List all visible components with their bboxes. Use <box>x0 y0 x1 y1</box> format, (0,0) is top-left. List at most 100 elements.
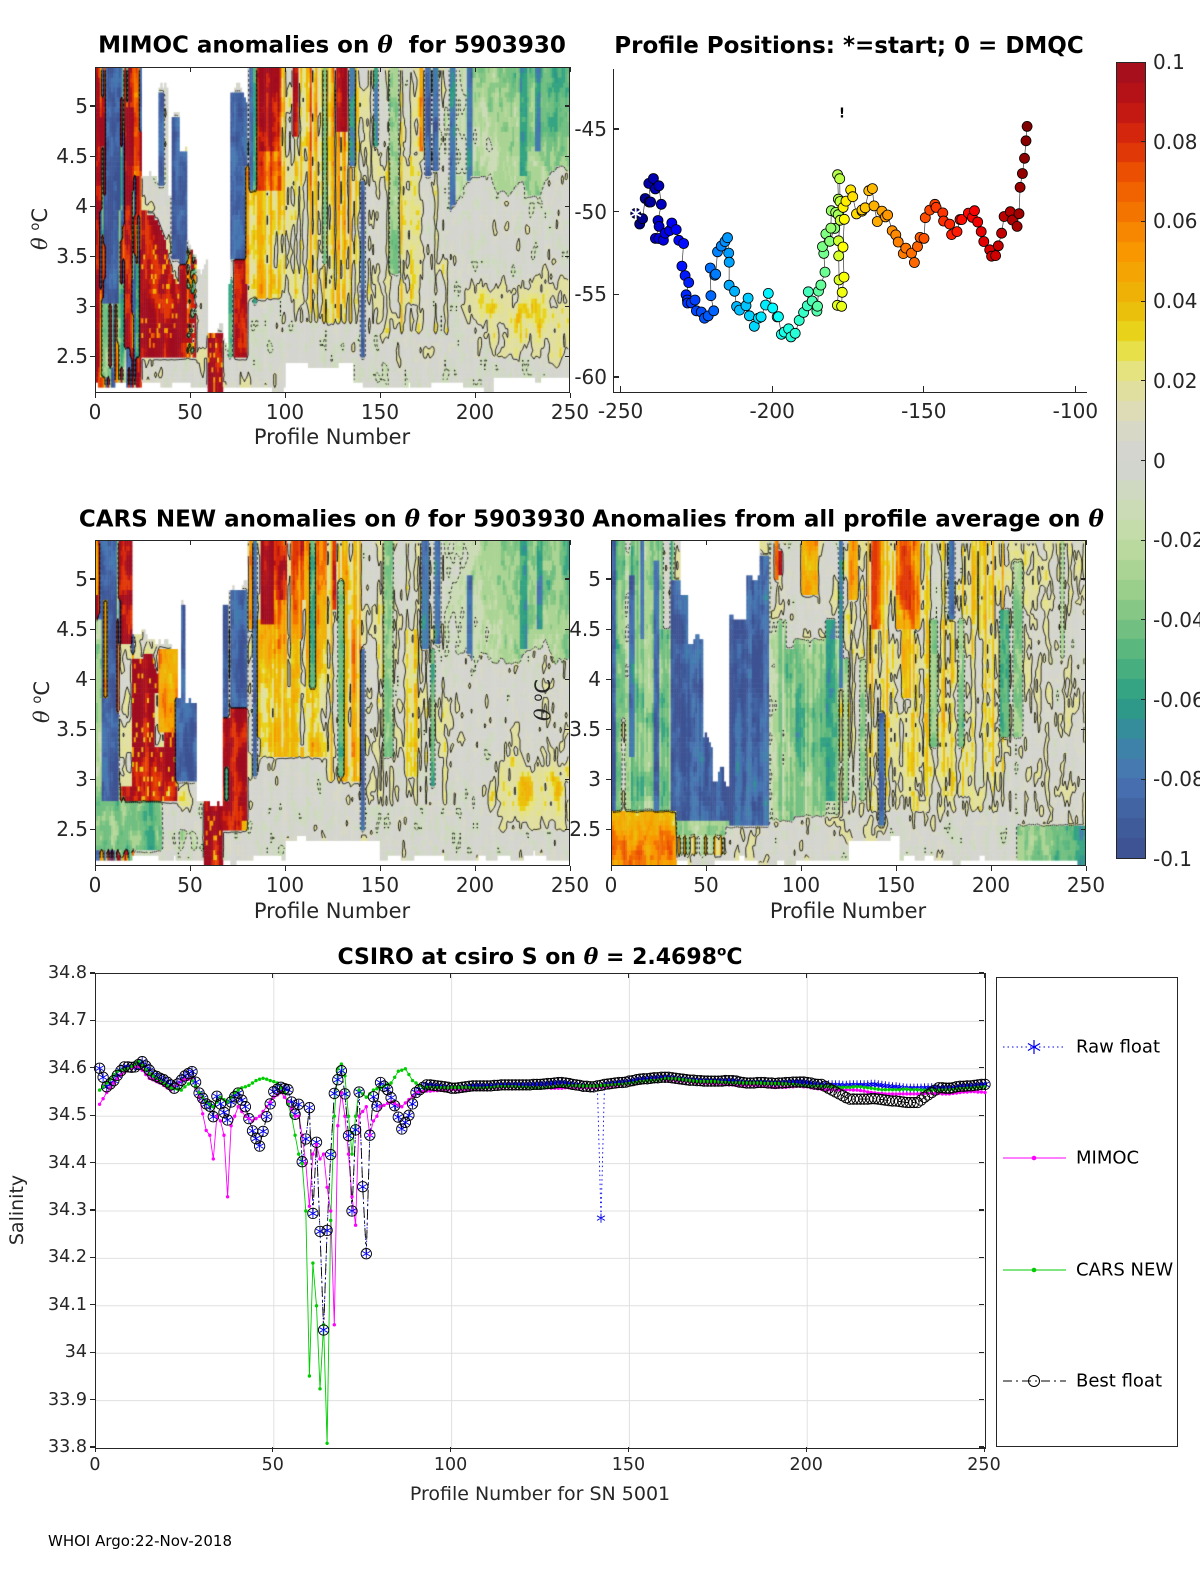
map-x-tick-label: -250 <box>597 399 644 423</box>
salinity-x-tick-label: 0 <box>89 1455 101 1475</box>
profile-position-marker <box>722 232 733 244</box>
profile-position-marker <box>1011 220 1023 232</box>
salinity-xaxis-label: Profile Number for SN 5001 <box>409 1483 671 1505</box>
salinity-x-tick-mark <box>983 1447 985 1452</box>
salinity-y-tick-mark <box>979 1399 984 1401</box>
profile-position-marker <box>789 327 801 339</box>
profile-position-marker <box>705 290 717 302</box>
profile-position-marker <box>683 277 695 288</box>
salinity-y-tick-label: 34.5 <box>48 1105 87 1126</box>
y-tick-label: 4 <box>588 667 601 692</box>
y-tick-label: 3.5 <box>56 244 88 269</box>
salinity-x-tick-mark <box>805 1447 807 1452</box>
profile-position-marker <box>871 216 883 227</box>
x-tick-label: 50 <box>693 873 719 897</box>
x-tick-label: 150 <box>876 873 916 897</box>
profile-position-marker <box>882 209 894 221</box>
salinity-y-tick-mark <box>90 1162 95 1164</box>
profile-position-marker <box>655 198 667 210</box>
legend-item-label: Best float <box>1076 1370 1163 1392</box>
salinity-y-tick-mark <box>90 1114 95 1116</box>
x-tick-mark <box>610 540 612 545</box>
avg-xaxis-label: Profile Number <box>769 899 927 923</box>
y-tick-label: 4 <box>75 194 88 219</box>
x-tick-label: 200 <box>455 400 495 424</box>
x-tick-mark <box>990 866 992 871</box>
profile-position-marker <box>723 247 735 259</box>
salinity-x-tick-mark <box>627 1447 629 1452</box>
profile-position-marker <box>956 214 968 225</box>
profile-position-marker <box>812 300 823 312</box>
avg-yaxis-label: θ oC <box>531 679 555 721</box>
profile-position-marker <box>892 236 904 248</box>
x-tick-mark <box>94 540 96 545</box>
y-tick-mark <box>565 305 570 307</box>
colorbar-tick-label: -0.02 <box>1153 528 1200 553</box>
colorbar-tick-label: 0.1 <box>1153 50 1185 74</box>
colorbar-tick-label: 0.04 <box>1153 289 1198 314</box>
x-tick-label: 200 <box>971 873 1011 897</box>
y-tick-label: 5 <box>75 567 88 592</box>
salinity-y-tick-mark <box>90 1446 95 1448</box>
map-x-tick-mark <box>923 386 925 392</box>
profile-position-marker <box>868 200 880 212</box>
y-tick-mark <box>565 628 570 630</box>
x-tick-mark <box>474 866 476 871</box>
map-y-tick-mark <box>613 376 619 378</box>
x-tick-mark <box>284 393 286 398</box>
colorbar-canvas <box>1117 63 1145 858</box>
salinity-y-tick-label: 34.8 <box>48 963 87 983</box>
y-tick-mark <box>565 155 570 157</box>
y-tick-mark <box>90 728 95 730</box>
x-tick-label: 100 <box>781 873 821 897</box>
x-tick-mark <box>895 540 897 545</box>
x-tick-mark <box>94 393 96 398</box>
avg-heatmap-canvas <box>612 541 1085 865</box>
profile-position-marker <box>1013 208 1025 220</box>
legend-sample <box>1003 1155 1066 1161</box>
y-tick-label: 3.5 <box>56 717 88 742</box>
salinity-x-tick-mark <box>450 1447 452 1452</box>
mimoc-panel-title: MIMOC anomalies on θ for 5903930 <box>98 31 566 59</box>
y-tick-mark <box>565 728 570 730</box>
salinity-y-tick-label: 34 <box>64 1342 87 1363</box>
map-x-tick-mark <box>771 386 773 392</box>
profile-position-marker <box>819 266 831 278</box>
x-tick-mark <box>705 866 707 871</box>
colorbar-tick-label: 0 <box>1153 448 1166 473</box>
y-tick-mark <box>1081 628 1086 630</box>
profile-position-marker <box>1016 168 1028 179</box>
profile-position-marker <box>767 302 779 314</box>
salinity-chart-plot <box>93 974 991 1448</box>
y-tick-mark <box>606 628 611 630</box>
footer-datestamp: WHOI Argo:22-Nov-2018 <box>48 1532 232 1550</box>
salinity-y-tick-mark <box>979 1304 984 1306</box>
profile-position-marker <box>972 216 984 228</box>
profile-position-marker <box>802 286 814 298</box>
profile-position-marker <box>990 250 1002 262</box>
x-tick-mark <box>379 67 381 72</box>
profile-position-marker <box>653 220 665 232</box>
profile-position-marker <box>817 241 828 253</box>
x-tick-mark <box>569 67 571 72</box>
profile-position-marker <box>653 180 665 192</box>
x-tick-label: 50 <box>177 873 203 897</box>
y-tick-mark <box>90 305 95 307</box>
x-tick-mark <box>895 866 897 871</box>
legend-item-mimoc: MIMOC <box>1002 1146 1172 1170</box>
x-tick-mark <box>474 67 476 72</box>
y-tick-mark <box>90 628 95 630</box>
salinity-y-tick-mark <box>90 972 95 974</box>
profile-position-marker <box>645 196 656 208</box>
profile-position-marker <box>944 218 956 230</box>
map-y-tick-label: -60 <box>574 365 607 390</box>
x-tick-mark <box>284 67 286 72</box>
y-tick-mark <box>565 578 570 580</box>
salinity-x-tick-label: 150 <box>611 1455 646 1475</box>
x-tick-label: 150 <box>360 400 400 424</box>
profile-position-marker <box>978 236 990 247</box>
y-tick-label: 4 <box>75 667 88 692</box>
map-left-spine <box>613 69 615 393</box>
chart-legend: Raw float MIMOC CARS NEW Best float <box>996 977 1178 1447</box>
